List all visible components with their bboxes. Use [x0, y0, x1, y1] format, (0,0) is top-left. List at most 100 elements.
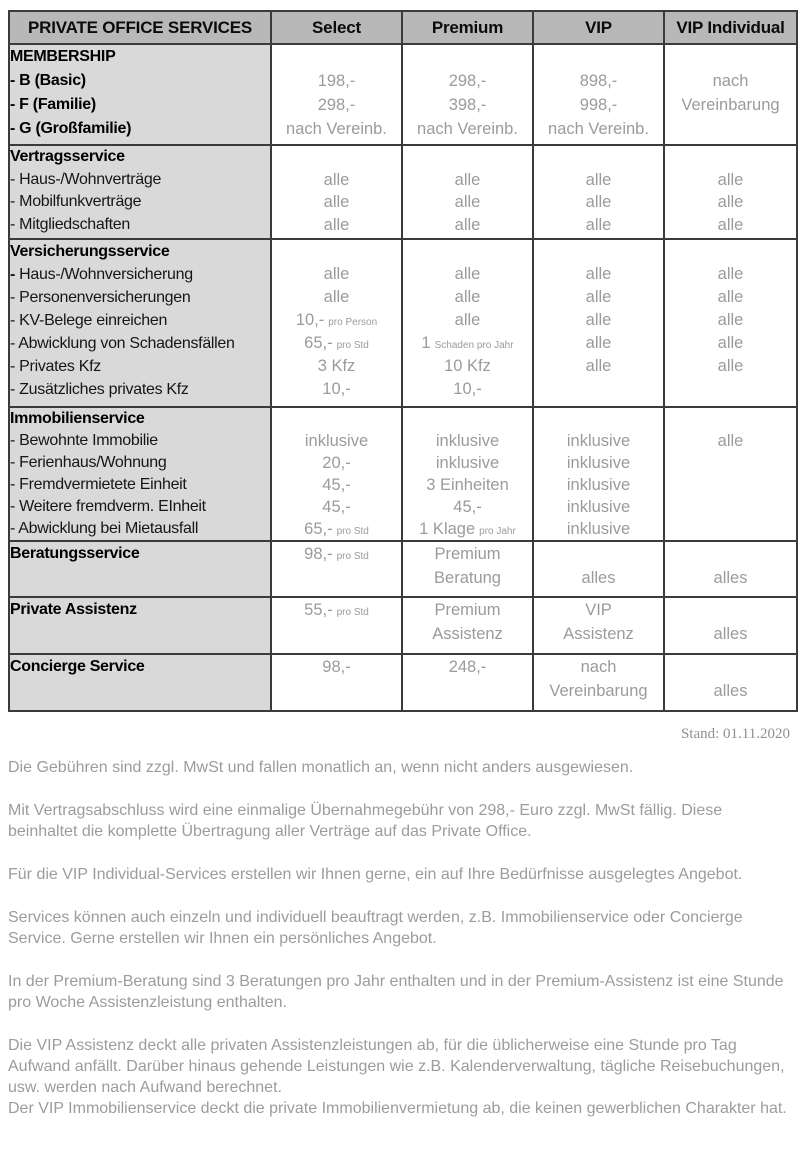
section-row-membership: MEMBERSHIP - B (Basic) - F (Familie) - G (G…	[8, 43, 798, 146]
value-line	[403, 679, 532, 703]
value-cell: 55,- pro Std	[270, 596, 403, 655]
value-line: alle	[454, 265, 481, 283]
value-line: 248,-	[448, 658, 487, 676]
value-cell: alles	[663, 653, 798, 712]
value-line	[272, 240, 401, 263]
value-line: nach	[580, 658, 617, 676]
value-line: alle	[585, 215, 612, 234]
header-col-vip: VIP	[532, 10, 665, 45]
value-line: Premium	[434, 601, 501, 619]
service-label-line: Immobilienservice	[10, 410, 145, 427]
value-line: alle	[323, 193, 350, 211]
value-line: Premium	[434, 545, 501, 563]
value-line	[272, 566, 401, 590]
value-cell: inklusive inklusive inklusive inklusive inkl…	[532, 406, 665, 542]
value-line	[272, 146, 401, 169]
value-line: alle	[717, 334, 744, 352]
value-line: 55,- pro Std	[304, 601, 369, 619]
value-line: 10 Kfz	[444, 357, 491, 375]
service-label-line: - Mitgliedschaften	[10, 215, 130, 233]
value-line: 20,-	[322, 454, 351, 472]
value-cell: alle alle alle 1 Schaden pro Jahr 10 Kfz 10,-	[401, 238, 534, 408]
value-line: 3 Einheiten	[426, 476, 509, 494]
value-line: 198,-	[317, 72, 356, 90]
value-line: alle	[717, 265, 744, 283]
value-line: alle	[585, 193, 612, 211]
value-cell: 898,- 998,- nach Vereinb.	[532, 43, 665, 146]
service-label-line: - G (Großfamilie)	[10, 120, 132, 137]
value-line	[403, 146, 532, 169]
pricing-table-grid: PRIVATE OFFICE SERVICES Select Premium VIP V…	[8, 10, 798, 712]
value-line	[665, 378, 796, 401]
value-line	[403, 240, 532, 263]
value-line: inklusive	[566, 520, 631, 538]
value-line	[272, 679, 401, 703]
value-line: inklusive	[566, 432, 631, 450]
section-row-vertragsservice: Vertragsservice - Haus-/Wohnverträge - Mob…	[8, 144, 798, 240]
value-line: 45,-	[322, 476, 351, 494]
service-label-line: Vertragsservice	[10, 148, 125, 165]
value-line	[272, 622, 401, 646]
value-cell: alle alle alle alle alle	[532, 238, 665, 408]
service-label-line: - F (Familie)	[10, 96, 96, 113]
notes-section: Die Gebühren sind zzgl. MwSt und fallen …	[8, 757, 794, 1141]
value-cell: alles	[663, 596, 798, 655]
service-label-line: - Fremdvermietete Einheit	[10, 476, 187, 493]
value-line: 45,-	[453, 498, 482, 516]
service-label-line: - Mobilfunkverträge	[10, 193, 142, 210]
service-label-cell: MEMBERSHIP - B (Basic) - F (Familie) - G (G…	[8, 43, 272, 146]
value-line: 65,- pro Std	[304, 334, 369, 352]
service-label-line: - Bewohnte Immobilie	[10, 432, 158, 449]
service-label-line: - KV-Belege einreichen	[10, 312, 168, 329]
value-line: inklusive	[304, 432, 369, 450]
value-cell: 198,- 298,- nach Vereinb.	[270, 43, 403, 146]
service-label-line: - Weitere fremdverm. EInheit	[10, 498, 206, 515]
value-line	[665, 496, 796, 518]
section-row-versicherungsservice: Versicherungsservice - Haus-/Wohnversiche…	[8, 238, 798, 408]
pricing-table: PRIVATE OFFICE SERVICES Select Premium VIP V…	[8, 10, 798, 712]
value-cell: Premium Assistenz	[401, 596, 534, 655]
service-label-line: - Haus-/Wohnverträge	[10, 170, 162, 188]
value-line: 10,-	[322, 380, 351, 398]
service-label-line: - B (Basic)	[10, 72, 86, 89]
note-paragraph-fees: Die Gebühren sind zzgl. MwSt und fallen …	[8, 759, 634, 776]
value-line: alle	[585, 334, 612, 352]
value-line	[534, 542, 663, 566]
value-line: alles	[713, 682, 748, 700]
service-label-cell: Private Assistenz	[8, 596, 272, 655]
header-col-vip-individual: VIP Individual	[663, 10, 798, 45]
value-line: alle	[454, 288, 481, 306]
value-line	[665, 45, 796, 69]
value-cell: alle alle alle	[270, 144, 403, 240]
note-paragraph-premium-contents: In der Premium-Beratung sind 3 Beratunge…	[8, 973, 784, 1011]
value-line: Vereinbarung	[681, 96, 780, 114]
value-line	[665, 598, 796, 622]
value-cell: inklusive 20,- 45,- 45,- 65,- pro Std	[270, 406, 403, 542]
value-line: alles	[581, 569, 616, 587]
note-paragraph-vip-individual: Für die VIP Individual-Services erstelle…	[8, 866, 743, 883]
value-line: 3 Kfz	[317, 357, 356, 375]
value-line: 10,- pro Person	[295, 311, 378, 329]
value-line: 998,-	[579, 96, 618, 114]
value-line: alle	[585, 357, 612, 375]
value-cell: alle alle alle alle alle	[663, 238, 798, 408]
value-line	[665, 240, 796, 263]
service-label-cell: Versicherungsservice - Haus-/Wohnversiche…	[8, 238, 272, 408]
value-line	[272, 45, 401, 69]
value-line: alle	[454, 311, 481, 329]
value-line: 98,-	[322, 658, 351, 676]
value-cell: 98,- pro Std	[270, 540, 403, 598]
value-line: alle	[717, 288, 744, 306]
value-cell: alle alle alle	[401, 144, 534, 240]
value-line: alle	[585, 288, 612, 306]
header-private-office-services: PRIVATE OFFICE SERVICES	[8, 10, 272, 45]
value-line: alle	[717, 311, 744, 329]
value-line: alle	[717, 215, 744, 234]
value-line: Assistenz	[563, 625, 634, 643]
value-line: alle	[585, 170, 612, 189]
value-line	[534, 378, 663, 401]
value-cell: 248,-	[401, 653, 534, 712]
service-label-line: - Abwicklung bei Mietausfall	[10, 520, 199, 537]
service-label-line: - Personenversicherungen	[10, 289, 191, 306]
